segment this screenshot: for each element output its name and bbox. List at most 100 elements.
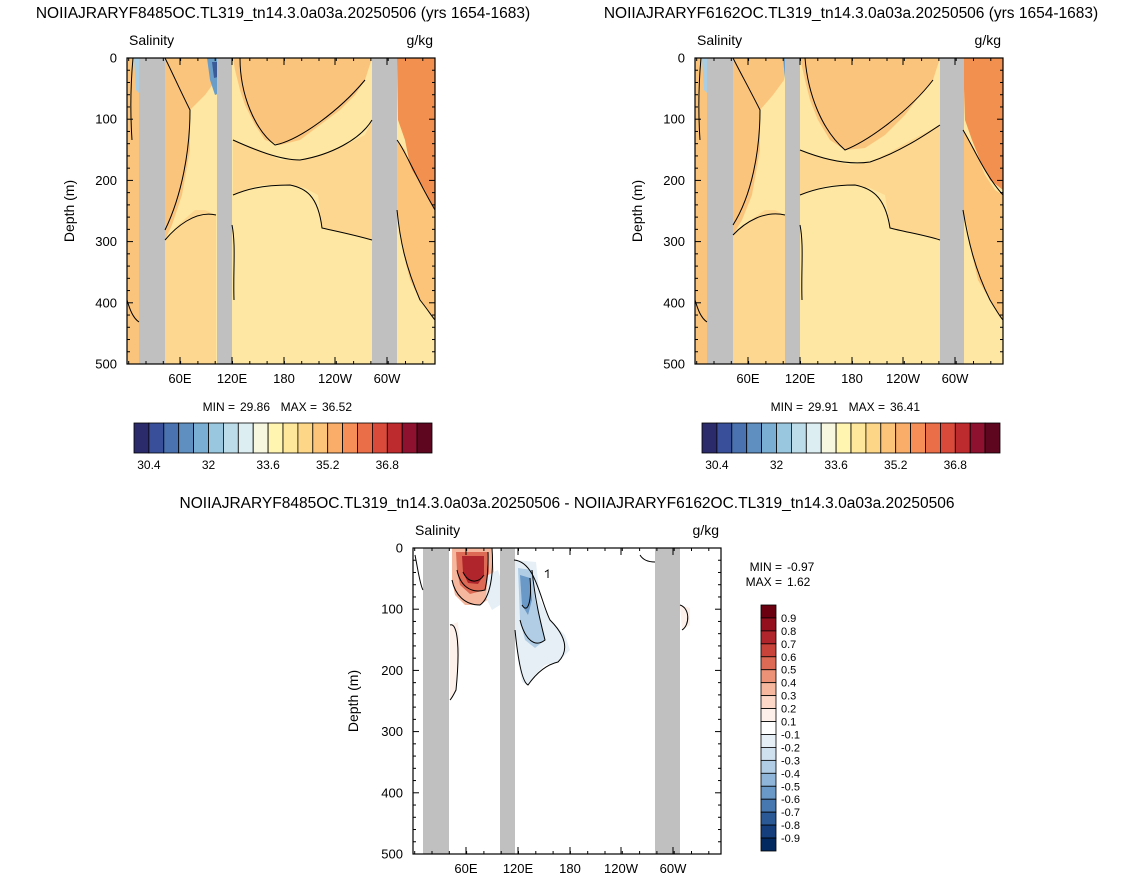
panel-1-variable-label: Salinity <box>129 32 174 48</box>
panel-1-contour-line <box>239 58 366 146</box>
colorbar-label: 35.2 <box>316 458 340 472</box>
colorbar-swatch <box>163 422 180 454</box>
panel-2-min-label: MIN = <box>771 400 803 414</box>
panel-3-contour-line <box>544 569 549 578</box>
x-tick-label: 120W <box>604 861 639 876</box>
colorbar-swatch <box>850 422 867 454</box>
colorbar-swatch <box>760 734 777 748</box>
panel-1-contour-line <box>231 224 235 301</box>
colorbar-label: 32 <box>770 458 784 472</box>
y-tick-label: 300 <box>95 234 117 249</box>
y-tick-label: 0 <box>678 51 685 66</box>
colorbar-label: 0.9 <box>781 613 796 625</box>
panel-3-contour-line <box>519 569 546 644</box>
panel-2-field <box>695 58 1003 364</box>
panel-1-max-value: 36.52 <box>322 400 352 414</box>
panel-2-contour-line <box>732 58 761 226</box>
x-tick-label: 60E <box>454 861 477 876</box>
colorbar-swatch <box>760 721 777 735</box>
panel-3-units-label: g/kg <box>693 522 719 538</box>
y-tick-label: 300 <box>381 724 403 739</box>
x-tick-label: 60E <box>736 371 759 386</box>
y-tick-label: 100 <box>381 602 403 617</box>
colorbar-label: 0.3 <box>781 691 796 703</box>
colorbar-swatch <box>760 837 777 852</box>
colorbar-swatch <box>761 422 777 454</box>
colorbar-label: 35.2 <box>884 458 908 472</box>
x-tick-label: 180 <box>559 861 581 876</box>
colorbar-label: -0.3 <box>781 755 800 767</box>
colorbar-swatch <box>880 422 897 454</box>
colorbar-swatch <box>327 422 344 454</box>
colorbar-swatch <box>969 422 986 454</box>
colorbar-swatch <box>760 785 777 800</box>
panel-1-colorbar: 30.4 32 33.6 35.2 36.8 <box>133 422 433 472</box>
colorbar-swatch <box>954 422 971 454</box>
panel-2-colorbar: 30.4 32 33.6 35.2 36.8 <box>701 422 1001 472</box>
panel-2-region-pacific-surface <box>800 58 940 150</box>
x-tick-label: 120W <box>318 371 353 386</box>
panel-2-title: NOIIAJRARYF6162OC.TL319_tn14.3.0a03a.202… <box>604 5 1098 22</box>
panel-1-contour-line <box>232 184 373 241</box>
panel-2-region-indian-deep <box>733 210 785 364</box>
panel-2-contour-line <box>732 213 786 236</box>
colorbar-swatch <box>312 422 329 454</box>
panel-2-contour-line <box>962 209 1003 321</box>
x-tick-label: 60W <box>942 371 969 386</box>
x-tick-label: 120E <box>503 861 534 876</box>
panel-3-contour-line <box>456 551 489 592</box>
panel-3-contour-line <box>449 624 459 701</box>
colorbar-swatch <box>835 422 852 454</box>
colorbar-label: 0.5 <box>781 665 796 677</box>
panel-1-y-axis-label: Depth (m) <box>61 180 77 242</box>
colorbar-swatch <box>357 422 373 454</box>
panel-3-contour-line <box>679 604 689 631</box>
colorbar-swatch <box>222 422 239 454</box>
panel-3: NOIIAJRARYF8485OC.TL319_tn14.3.0a03a.202… <box>180 495 955 876</box>
panel-1-field <box>127 58 435 364</box>
panel-3-min-value: -0.97 <box>787 560 815 574</box>
colorbar-swatch <box>760 669 777 684</box>
colorbar-label: -0.8 <box>781 820 800 832</box>
colorbar-label: 0.6 <box>781 652 796 664</box>
colorbar-swatch <box>716 422 733 454</box>
panel-1-min-label: MIN = <box>203 400 235 414</box>
panel-2-contour-line <box>799 224 803 301</box>
panel-2-contour-line <box>804 58 934 151</box>
colorbar-swatch <box>910 422 926 454</box>
y-tick-label: 100 <box>663 112 685 127</box>
panel-2-region-indian-surface <box>733 58 785 235</box>
panel-2-x-ticks: 60E 120E 180 120W 60W <box>696 58 992 386</box>
panel-1-contour-line <box>232 119 373 161</box>
colorbar-swatch <box>401 422 418 454</box>
panel-1-land-maritime-continent <box>217 58 232 364</box>
y-tick-label: 0 <box>396 541 403 556</box>
colorbar-label: -0.9 <box>781 833 800 845</box>
colorbar-swatch <box>746 422 763 454</box>
panel-3-plot-frame <box>412 547 722 855</box>
colorbar-swatch <box>297 422 314 454</box>
colorbar-swatch <box>371 422 388 454</box>
colorbar-label: 33.6 <box>256 458 280 472</box>
colorbar-label: 0.8 <box>781 626 796 638</box>
colorbar-swatch <box>895 422 912 454</box>
panel-2-region-pacific-mid <box>800 125 940 240</box>
colorbar-swatch <box>760 798 777 813</box>
colorbar-label: 32 <box>202 458 216 472</box>
panel-3-contour-line <box>513 559 566 686</box>
x-tick-label: 180 <box>841 371 863 386</box>
panel-2-variable-label: Salinity <box>697 32 742 48</box>
panel-1-units-label: g/kg <box>407 32 433 48</box>
panel-1-plot-frame <box>126 57 436 365</box>
panel-3-field <box>413 548 721 854</box>
colorbar-swatch <box>760 811 777 826</box>
colorbar-swatch <box>760 824 777 839</box>
panel-2-y-axis-label: Depth (m) <box>629 180 645 242</box>
colorbar-label: -0.1 <box>781 729 800 741</box>
x-tick-label: 120E <box>217 371 248 386</box>
panel-2-contour-line <box>962 129 1003 196</box>
panel-2-region-atlantic-surface <box>963 58 1003 190</box>
colorbar-swatch <box>760 682 777 697</box>
panel-2-y-ticks: 0 100 200 300 400 500 <box>663 51 1003 372</box>
colorbar-swatch <box>237 422 254 454</box>
